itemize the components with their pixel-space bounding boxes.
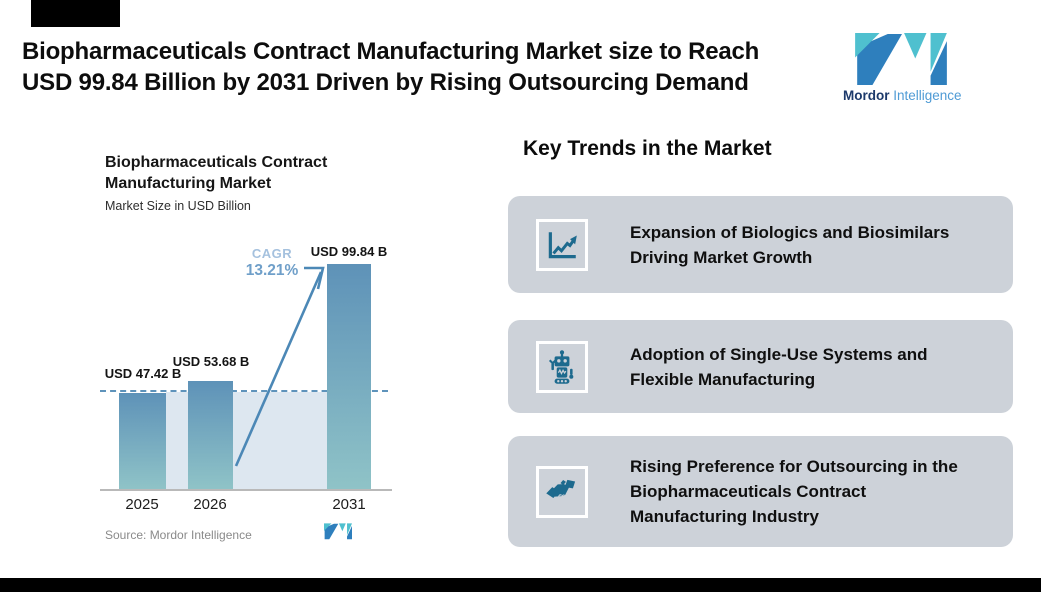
robot-icon [548, 349, 574, 384]
source-note: Source: Mordor Intelligence [105, 528, 252, 542]
page-title: Biopharmaceuticals Contract Manufacturin… [22, 36, 832, 98]
trend-text: Rising Preference for Outsourcing in the… [630, 457, 958, 526]
chart-title: Biopharmaceuticals Contract Manufacturin… [105, 154, 328, 192]
trend-icon-box [536, 340, 588, 393]
logo-text-light: Intelligence [893, 88, 962, 103]
trend-card-biologics: Expansion of Biologics and Biosimilars D… [508, 196, 1013, 293]
cagr-label: CAGR [251, 246, 293, 261]
bar-value-2025: USD 47.42 B [104, 366, 182, 381]
bar-2026 [188, 381, 233, 489]
x-axis-label-2025: 2025 [125, 496, 159, 513]
mordor-logo-text: Mordor Intelligence [843, 88, 962, 103]
trend-icon-box [536, 218, 588, 271]
handshake-icon [546, 479, 576, 498]
trend-card-outsourcing: Rising Preference for Outsourcing in the… [508, 436, 1013, 547]
page-title-line1: Biopharmaceuticals Contract Manufacturin… [22, 38, 760, 65]
trends-heading: Key Trends in the Market [523, 137, 772, 160]
mini-mordor-logo-icon [324, 523, 352, 540]
bar-2025 [119, 393, 166, 489]
bar-value-2026: USD 53.68 B [172, 354, 250, 369]
trend-text: Adoption of Single-Use Systems and Flexi… [630, 344, 928, 389]
bar-value-2031: USD 99.84 B [310, 244, 388, 259]
bar-2031 [327, 264, 371, 489]
bottom-accent-bar [0, 578, 1041, 592]
mordor-logo-mark-icon [855, 33, 947, 86]
trend-text: Expansion of Biologics and Biosimilars D… [630, 222, 950, 267]
chart-dashed-reference-line [100, 390, 388, 392]
growth-chart-icon [548, 231, 577, 258]
logo-text-bold: Mordor [843, 88, 890, 103]
x-axis-label-2031: 2031 [332, 496, 366, 513]
x-axis-label-2026: 2026 [193, 496, 227, 513]
trend-icon-box [536, 465, 588, 518]
growth-arrow-icon [234, 266, 325, 467]
cagr-value: 13.21% [245, 262, 299, 279]
chart-subtitle: Market Size in USD Billion [105, 199, 251, 213]
top-left-accent-bar [31, 0, 120, 27]
chart-x-axis-line [100, 489, 392, 491]
mordor-intelligence-logo: Mordor Intelligence [843, 33, 962, 103]
page-title-line2: USD 99.84 Billion by 2031 Driven by Risi… [22, 69, 749, 96]
cagr-annotation: CAGR 13.21% [226, 246, 318, 280]
trend-card-single-use-systems: Adoption of Single-Use Systems and Flexi… [508, 320, 1013, 413]
